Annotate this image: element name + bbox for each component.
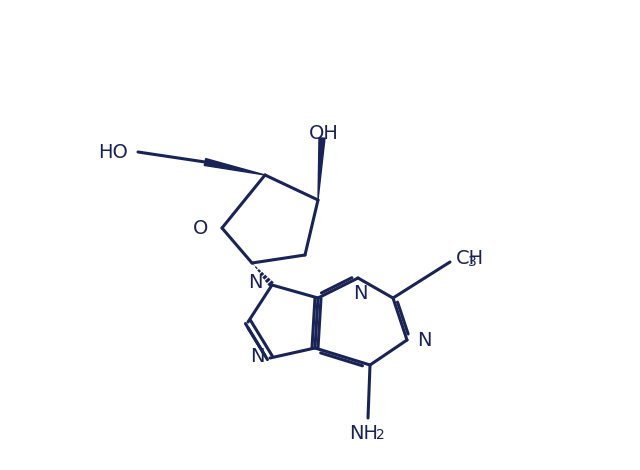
Text: 2: 2: [376, 429, 385, 442]
Text: N: N: [417, 330, 431, 350]
Text: O: O: [193, 219, 208, 237]
Polygon shape: [204, 158, 265, 175]
Text: N: N: [248, 274, 263, 292]
Text: HO: HO: [98, 142, 128, 162]
Text: CH: CH: [456, 249, 484, 267]
Text: 3: 3: [468, 256, 477, 269]
Text: NH: NH: [349, 424, 378, 443]
Text: N: N: [250, 346, 265, 366]
Text: OH: OH: [309, 124, 339, 143]
Text: N: N: [353, 284, 367, 303]
Polygon shape: [318, 138, 325, 200]
